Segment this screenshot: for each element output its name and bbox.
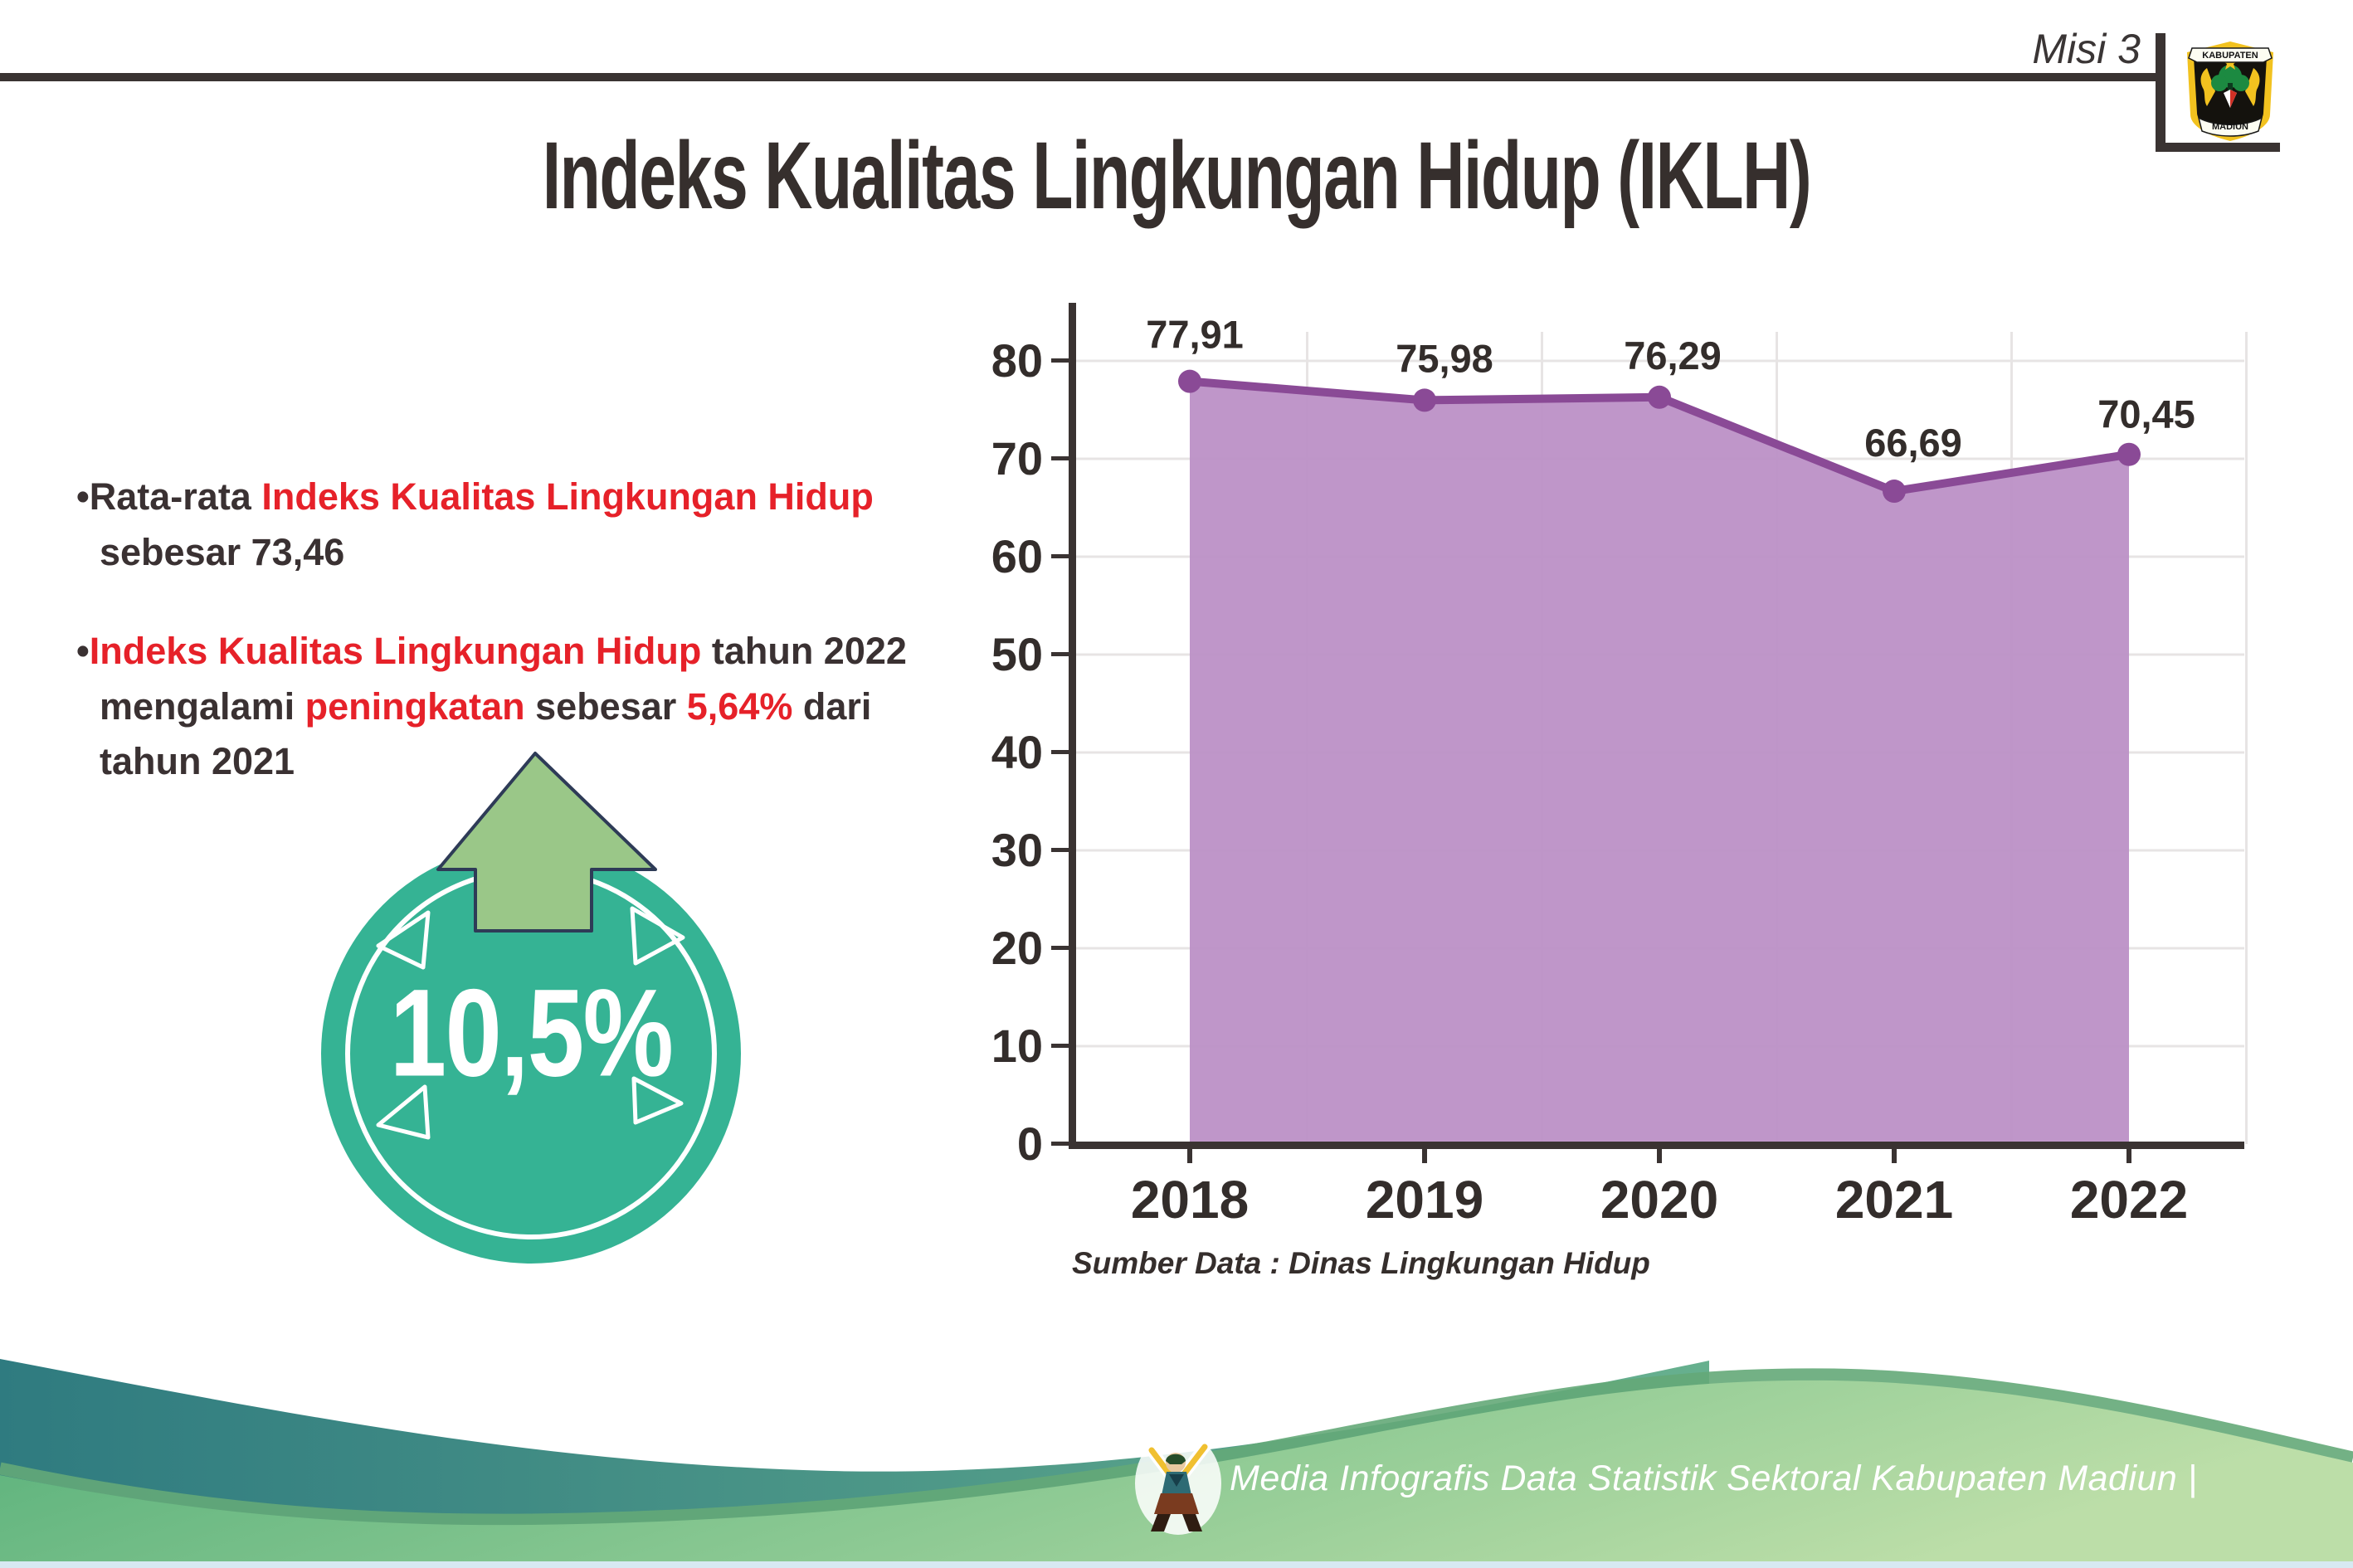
y-tick — [1051, 652, 1069, 656]
bullet-segment: Indeks Kualitas Lingkungan Hidup — [89, 630, 702, 672]
increase-badge — [321, 752, 741, 1264]
data-label: 76,29 — [1624, 334, 1722, 377]
y-tick-label: 70 — [991, 432, 1043, 485]
x-tick-label: 2021 — [1835, 1170, 1953, 1230]
y-tick-label: 20 — [991, 922, 1043, 974]
x-axis — [1069, 1142, 2244, 1149]
up-arrow-icon — [436, 752, 657, 933]
y-tick-label: 40 — [991, 726, 1043, 778]
misi-label: Misi 3 — [2032, 26, 2141, 72]
page-title: Indeks Kualitas Lingkungan Hidup (IKLH) — [542, 123, 1812, 229]
bullet-average-iklh: •Rata-rata Indeks Kualitas Lingkungan Hi… — [76, 470, 996, 580]
data-point — [1178, 369, 1201, 393]
bottom-strip — [0, 1561, 2353, 1568]
data-source-note: Sumber Data : Dinas Lingkungan Hidup — [1072, 1246, 1650, 1280]
bullet-segment: sebesar — [524, 684, 687, 728]
y-tick — [1051, 358, 1069, 363]
mascot-icon — [1135, 1432, 1221, 1535]
bullet-segment: sebesar 73,46 — [100, 530, 345, 573]
y-tick — [1051, 554, 1069, 558]
data-point — [1413, 388, 1436, 412]
data-point — [1883, 480, 1906, 504]
y-tick — [1051, 1142, 1069, 1146]
x-tick — [1187, 1149, 1192, 1163]
bullet-segment: • — [76, 630, 90, 672]
bullet-segment: tahun 2022 mengalami — [100, 630, 907, 728]
data-point — [2117, 442, 2141, 466]
data-label: 77,91 — [1146, 313, 1244, 357]
y-tick-label: 60 — [991, 530, 1043, 582]
x-tick — [1422, 1149, 1427, 1163]
logo-top-text: KABUPATEN — [2202, 51, 2258, 61]
iklh-area-chart: 0 10 20 30 40 50 60 70 80 2018 2019 2020 2021 2022 77,… — [991, 303, 2248, 1230]
x-tick-label: 2019 — [1366, 1170, 1483, 1230]
y-tick — [1051, 1044, 1069, 1048]
x-tick — [2126, 1149, 2131, 1163]
logo-bottom-text: MADIUN — [2212, 122, 2248, 132]
bullet-segment: 5,64% — [686, 684, 793, 728]
y-tick-label: 80 — [991, 334, 1043, 387]
x-tick — [1892, 1149, 1897, 1163]
area-fill — [1190, 381, 2129, 1144]
data-label: 70,45 — [2097, 392, 2195, 436]
bullet-segment: dari tahun 2021 — [100, 684, 872, 783]
y-tick-label: 10 — [991, 1020, 1043, 1072]
bullet-segment: •Rata-rata — [76, 475, 262, 518]
y-tick-label: 30 — [991, 824, 1043, 876]
x-tick-label: 2018 — [1131, 1170, 1249, 1230]
x-tick — [1657, 1149, 1662, 1163]
bullet-segment: Indeks Kualitas Lingkungan Hidup — [261, 475, 874, 518]
y-tick — [1051, 848, 1069, 852]
y-tick — [1051, 750, 1069, 754]
footer-credit: Media Infografis Data Statistik Sektoral… — [1230, 1458, 2198, 1498]
green-wave-edge — [0, 1368, 2353, 1527]
bullet-increase-iklh: •Indeks Kualitas Lingkungan Hidup tahun … — [76, 624, 996, 790]
y-axis — [1069, 303, 1076, 1149]
data-point — [1648, 385, 1671, 409]
bullet-segment: peningkatan — [304, 684, 525, 728]
header-rule — [0, 33, 2280, 152]
badge-percent-value: 10,5% — [389, 962, 674, 1103]
x-tick-label: 2022 — [2070, 1170, 2188, 1230]
data-label: 75,98 — [1396, 336, 1493, 380]
y-tick-label: 50 — [991, 628, 1043, 680]
y-tick-label: 0 — [1017, 1118, 1043, 1170]
badge-sparkle-triangles — [376, 906, 685, 1140]
y-tick — [1051, 456, 1069, 460]
y-tick — [1051, 946, 1069, 950]
kabupaten-madiun-logo: KABUPATEN MADIUN — [2187, 41, 2273, 141]
data-label: 66,69 — [1864, 421, 1962, 465]
x-tick-label: 2020 — [1600, 1170, 1718, 1230]
